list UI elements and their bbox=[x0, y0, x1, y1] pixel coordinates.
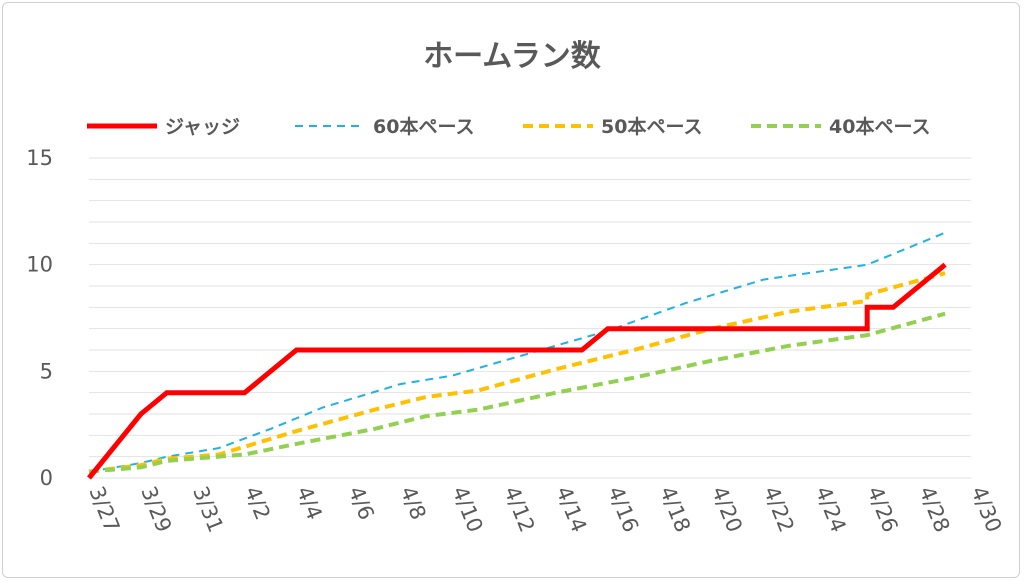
legend-label: 50本ペース bbox=[601, 115, 703, 138]
series-line bbox=[88, 311, 946, 474]
x-tick-label: 4/26 bbox=[863, 483, 903, 536]
x-tick-label: 4/10 bbox=[448, 483, 488, 536]
series-line bbox=[88, 271, 946, 474]
x-tick-label: 4/2 bbox=[240, 483, 275, 523]
y-tick-label: 5 bbox=[40, 359, 53, 383]
chart-title: ホームラン数 bbox=[423, 39, 602, 74]
legend-label: ジャッジ bbox=[165, 116, 240, 138]
y-tick-label: 0 bbox=[40, 466, 53, 490]
line-chart: ホームラン数 0 5 10 15 3/27 3/29 3/31 4/2 4/4 4/6 4/8 4/… bbox=[26, 39, 1006, 536]
legend-label: 60本ペース bbox=[373, 115, 475, 138]
x-tick-label: 3/29 bbox=[136, 483, 176, 536]
y-axis-ticks: 0 5 10 15 bbox=[26, 146, 53, 490]
x-tick-label: 4/22 bbox=[759, 483, 799, 536]
x-tick-label: 4/28 bbox=[914, 483, 954, 536]
x-tick-label: 4/12 bbox=[499, 483, 539, 536]
x-axis-ticks: 3/27 3/29 3/31 4/2 4/4 4/6 4/8 4/10 4/12 4/14 4/16… bbox=[84, 483, 1006, 536]
x-tick-label: 4/14 bbox=[551, 483, 591, 536]
y-tick-label: 10 bbox=[26, 253, 53, 277]
series-lines bbox=[87, 231, 947, 480]
grid-lines bbox=[89, 157, 971, 479]
series-line bbox=[88, 231, 946, 473]
series-line bbox=[87, 262, 947, 480]
x-tick-label: 4/16 bbox=[603, 483, 643, 536]
x-tick-label: 3/31 bbox=[188, 483, 228, 536]
x-tick-label: 4/6 bbox=[344, 483, 379, 523]
x-tick-label: 4/30 bbox=[966, 483, 1006, 536]
x-tick-label: 4/24 bbox=[811, 483, 851, 536]
y-tick-label: 15 bbox=[26, 146, 53, 170]
x-tick-label: 4/8 bbox=[396, 483, 431, 523]
legend-label: 40本ペース bbox=[829, 115, 931, 138]
x-tick-label: 4/20 bbox=[707, 483, 747, 536]
x-tick-label: 4/4 bbox=[292, 483, 327, 523]
x-tick-label: 3/27 bbox=[84, 483, 124, 536]
legend: ジャッジ 60本ペース 50本ペース 40本ペース bbox=[87, 115, 931, 138]
x-tick-label: 4/18 bbox=[655, 483, 695, 536]
